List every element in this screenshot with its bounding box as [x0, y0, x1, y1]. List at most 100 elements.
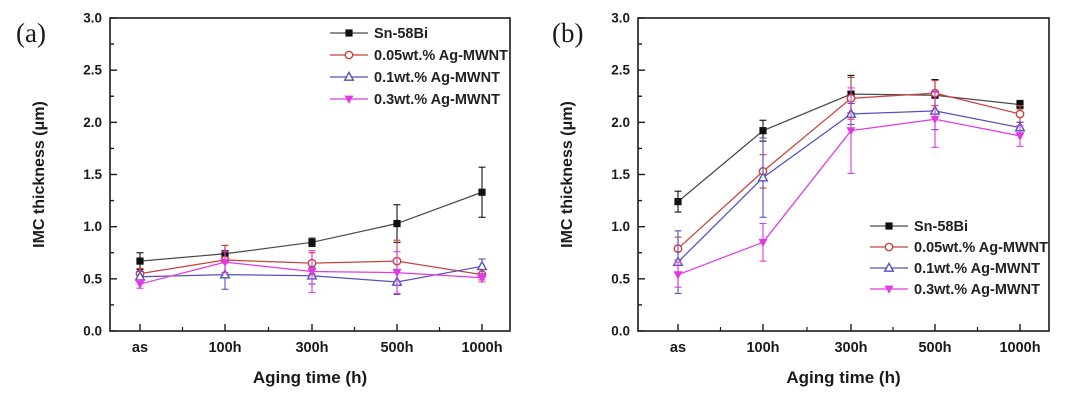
y-tick-label: 1.5: [611, 167, 630, 182]
data-point-marker: [673, 271, 683, 280]
data-point-marker: [393, 219, 401, 228]
y-axis-title: IMC thickness (μm): [559, 101, 576, 248]
x-axis: as 100h 300h 500h 1000h: [670, 324, 1041, 356]
legend-label: 0.05wt.% Ag-MWNT: [374, 48, 508, 64]
data-point-marker: [1015, 132, 1025, 141]
square-filled-marker-icon: [759, 127, 767, 135]
data-point-marker: [477, 274, 487, 283]
data-point-marker: [759, 127, 767, 135]
legend-label: 0.3wt.% Ag-MWNT: [374, 92, 500, 108]
square-filled-marker-icon: [478, 188, 486, 196]
legend-entry: 0.1wt.% Ag-MWNT: [330, 70, 500, 86]
x-tick-label: 1000h: [461, 340, 502, 356]
triangle-down-filled-marker-icon: [344, 95, 354, 104]
legend-label: 0.1wt.% Ag-MWNT: [374, 70, 500, 86]
triangle-down-filled-marker-icon: [392, 269, 402, 278]
x-tick-label: 500h: [918, 340, 951, 356]
square-filled-marker-icon: [136, 257, 144, 265]
series-sn-58bi: [136, 166, 486, 270]
legend-marker: [344, 50, 354, 60]
legend-entry: 0.05wt.% Ag-MWNT: [330, 48, 508, 64]
square-filled-marker-icon: [308, 238, 316, 246]
legend: Sn-58Bi 0.05wt.% Ag-MWNT 0.1wt.% Ag-MWNT 0.…: [870, 219, 1048, 298]
legend-entry: Sn-58Bi: [870, 219, 968, 235]
y-tick-label: 1.0: [83, 219, 102, 234]
panel-b: (b) 0.0 0.5 1.0 1.5 2.0 2.5 3.0 IMC thickness (μ…: [538, 0, 1076, 402]
data-point-marker: [135, 280, 145, 289]
y-tick-label: 3.0: [83, 11, 102, 26]
y-tick-label: 0.0: [83, 324, 102, 339]
series-line: [677, 93, 1021, 203]
x-tick-label: as: [670, 340, 686, 356]
triangle-down-filled-marker-icon: [1015, 132, 1025, 141]
x-axis-title: Aging time (h): [786, 368, 900, 387]
x-tick-label: 100h: [208, 340, 241, 356]
legend-entry: 0.05wt.% Ag-MWNT: [870, 240, 1048, 256]
y-tick-label: 1.5: [83, 167, 102, 182]
data-point-marker: [846, 127, 856, 136]
data-point-marker: [136, 257, 144, 265]
legend-entry: 0.3wt.% Ag-MWNT: [330, 92, 500, 108]
panel-a: (a) 0.0 0.5 1.0 1.5 2.0 2.5 3.0 IMC thickness (μ…: [16, 11, 511, 387]
data-point-marker: [476, 260, 488, 271]
legend-marker: [883, 261, 895, 272]
series-0-3wt-ag-mwnt: [673, 87, 1025, 288]
triangle-up-open-marker-icon: [883, 261, 895, 272]
square-filled-marker-icon: [885, 222, 893, 230]
legend-entry: Sn-58Bi: [330, 26, 428, 42]
circle-open-marker-icon: [344, 50, 354, 60]
triangle-up-open-marker-icon: [219, 268, 231, 279]
triangle-down-filled-marker-icon: [477, 274, 487, 283]
triangle-down-filled-marker-icon: [930, 115, 940, 125]
triangle-down-filled-marker-icon: [220, 258, 230, 267]
triangle-up-open-marker-icon: [476, 260, 488, 271]
data-point-marker: [757, 171, 769, 182]
data-point-marker: [308, 238, 316, 246]
legend-label: Sn-58Bi: [914, 219, 968, 235]
y-tick-label: 2.0: [83, 115, 102, 130]
legend-label: 0.3wt.% Ag-MWNT: [914, 282, 1040, 298]
data-point-marker: [219, 268, 231, 279]
x-tick-label: 1000h: [999, 340, 1040, 356]
x-axis-title: Aging time (h): [253, 368, 367, 387]
data-point-marker: [758, 238, 768, 248]
y-axis-title: IMC thickness (μm): [31, 101, 48, 248]
square-filled-marker-icon: [345, 29, 353, 37]
y-tick-label: 2.5: [611, 63, 630, 78]
legend-label: Sn-58Bi: [374, 26, 428, 42]
y-tick-label: 0.0: [611, 324, 630, 339]
y-tick-label: 2.0: [611, 115, 630, 130]
y-tick-label: 3.0: [611, 11, 630, 26]
data-point-marker: [220, 258, 230, 267]
y-tick-label: 1.0: [611, 219, 630, 234]
y-axis: 0.0 0.5 1.0 1.5 2.0 2.5 3.0: [611, 11, 645, 339]
series-0-05wt-ag-mwnt: [673, 76, 1025, 261]
square-filled-marker-icon: [393, 219, 401, 228]
chart-panel-a: (a) 0.0 0.5 1.0 1.5 2.0 2.5 3.0 IMC thickness (μ…: [16, 11, 511, 387]
data-point-marker: [1015, 109, 1025, 119]
triangle-up-open-marker-icon: [757, 171, 769, 182]
legend-marker: [884, 285, 894, 294]
panel-label: (a): [16, 18, 46, 48]
legend-marker: [885, 222, 893, 230]
square-filled-marker-icon: [1016, 100, 1024, 109]
data-point-marker: [307, 268, 317, 277]
legend: Sn-58Bi 0.05wt.% Ag-MWNT 0.1wt.% Ag-MWNT 0.…: [330, 26, 508, 108]
triangle-down-filled-marker-icon: [884, 285, 894, 294]
legend-marker: [343, 70, 355, 81]
y-tick-label: 0.5: [83, 271, 102, 286]
x-tick-label: 300h: [834, 340, 867, 356]
legend-label: 0.1wt.% Ag-MWNT: [914, 261, 1040, 277]
legend-entry: 0.3wt.% Ag-MWNT: [870, 282, 1040, 298]
triangle-down-filled-marker-icon: [758, 238, 768, 248]
legend-marker: [345, 29, 353, 37]
legend-entry: 0.1wt.% Ag-MWNT: [870, 261, 1040, 277]
x-tick-label: as: [132, 340, 148, 356]
triangle-down-filled-marker-icon: [846, 127, 856, 136]
data-point-marker: [392, 269, 402, 278]
triangle-down-filled-marker-icon: [307, 268, 317, 277]
x-tick-label: 100h: [746, 340, 779, 356]
triangle-up-open-marker-icon: [343, 70, 355, 81]
circle-open-marker-icon: [884, 242, 894, 252]
legend-label: 0.05wt.% Ag-MWNT: [914, 240, 1048, 256]
